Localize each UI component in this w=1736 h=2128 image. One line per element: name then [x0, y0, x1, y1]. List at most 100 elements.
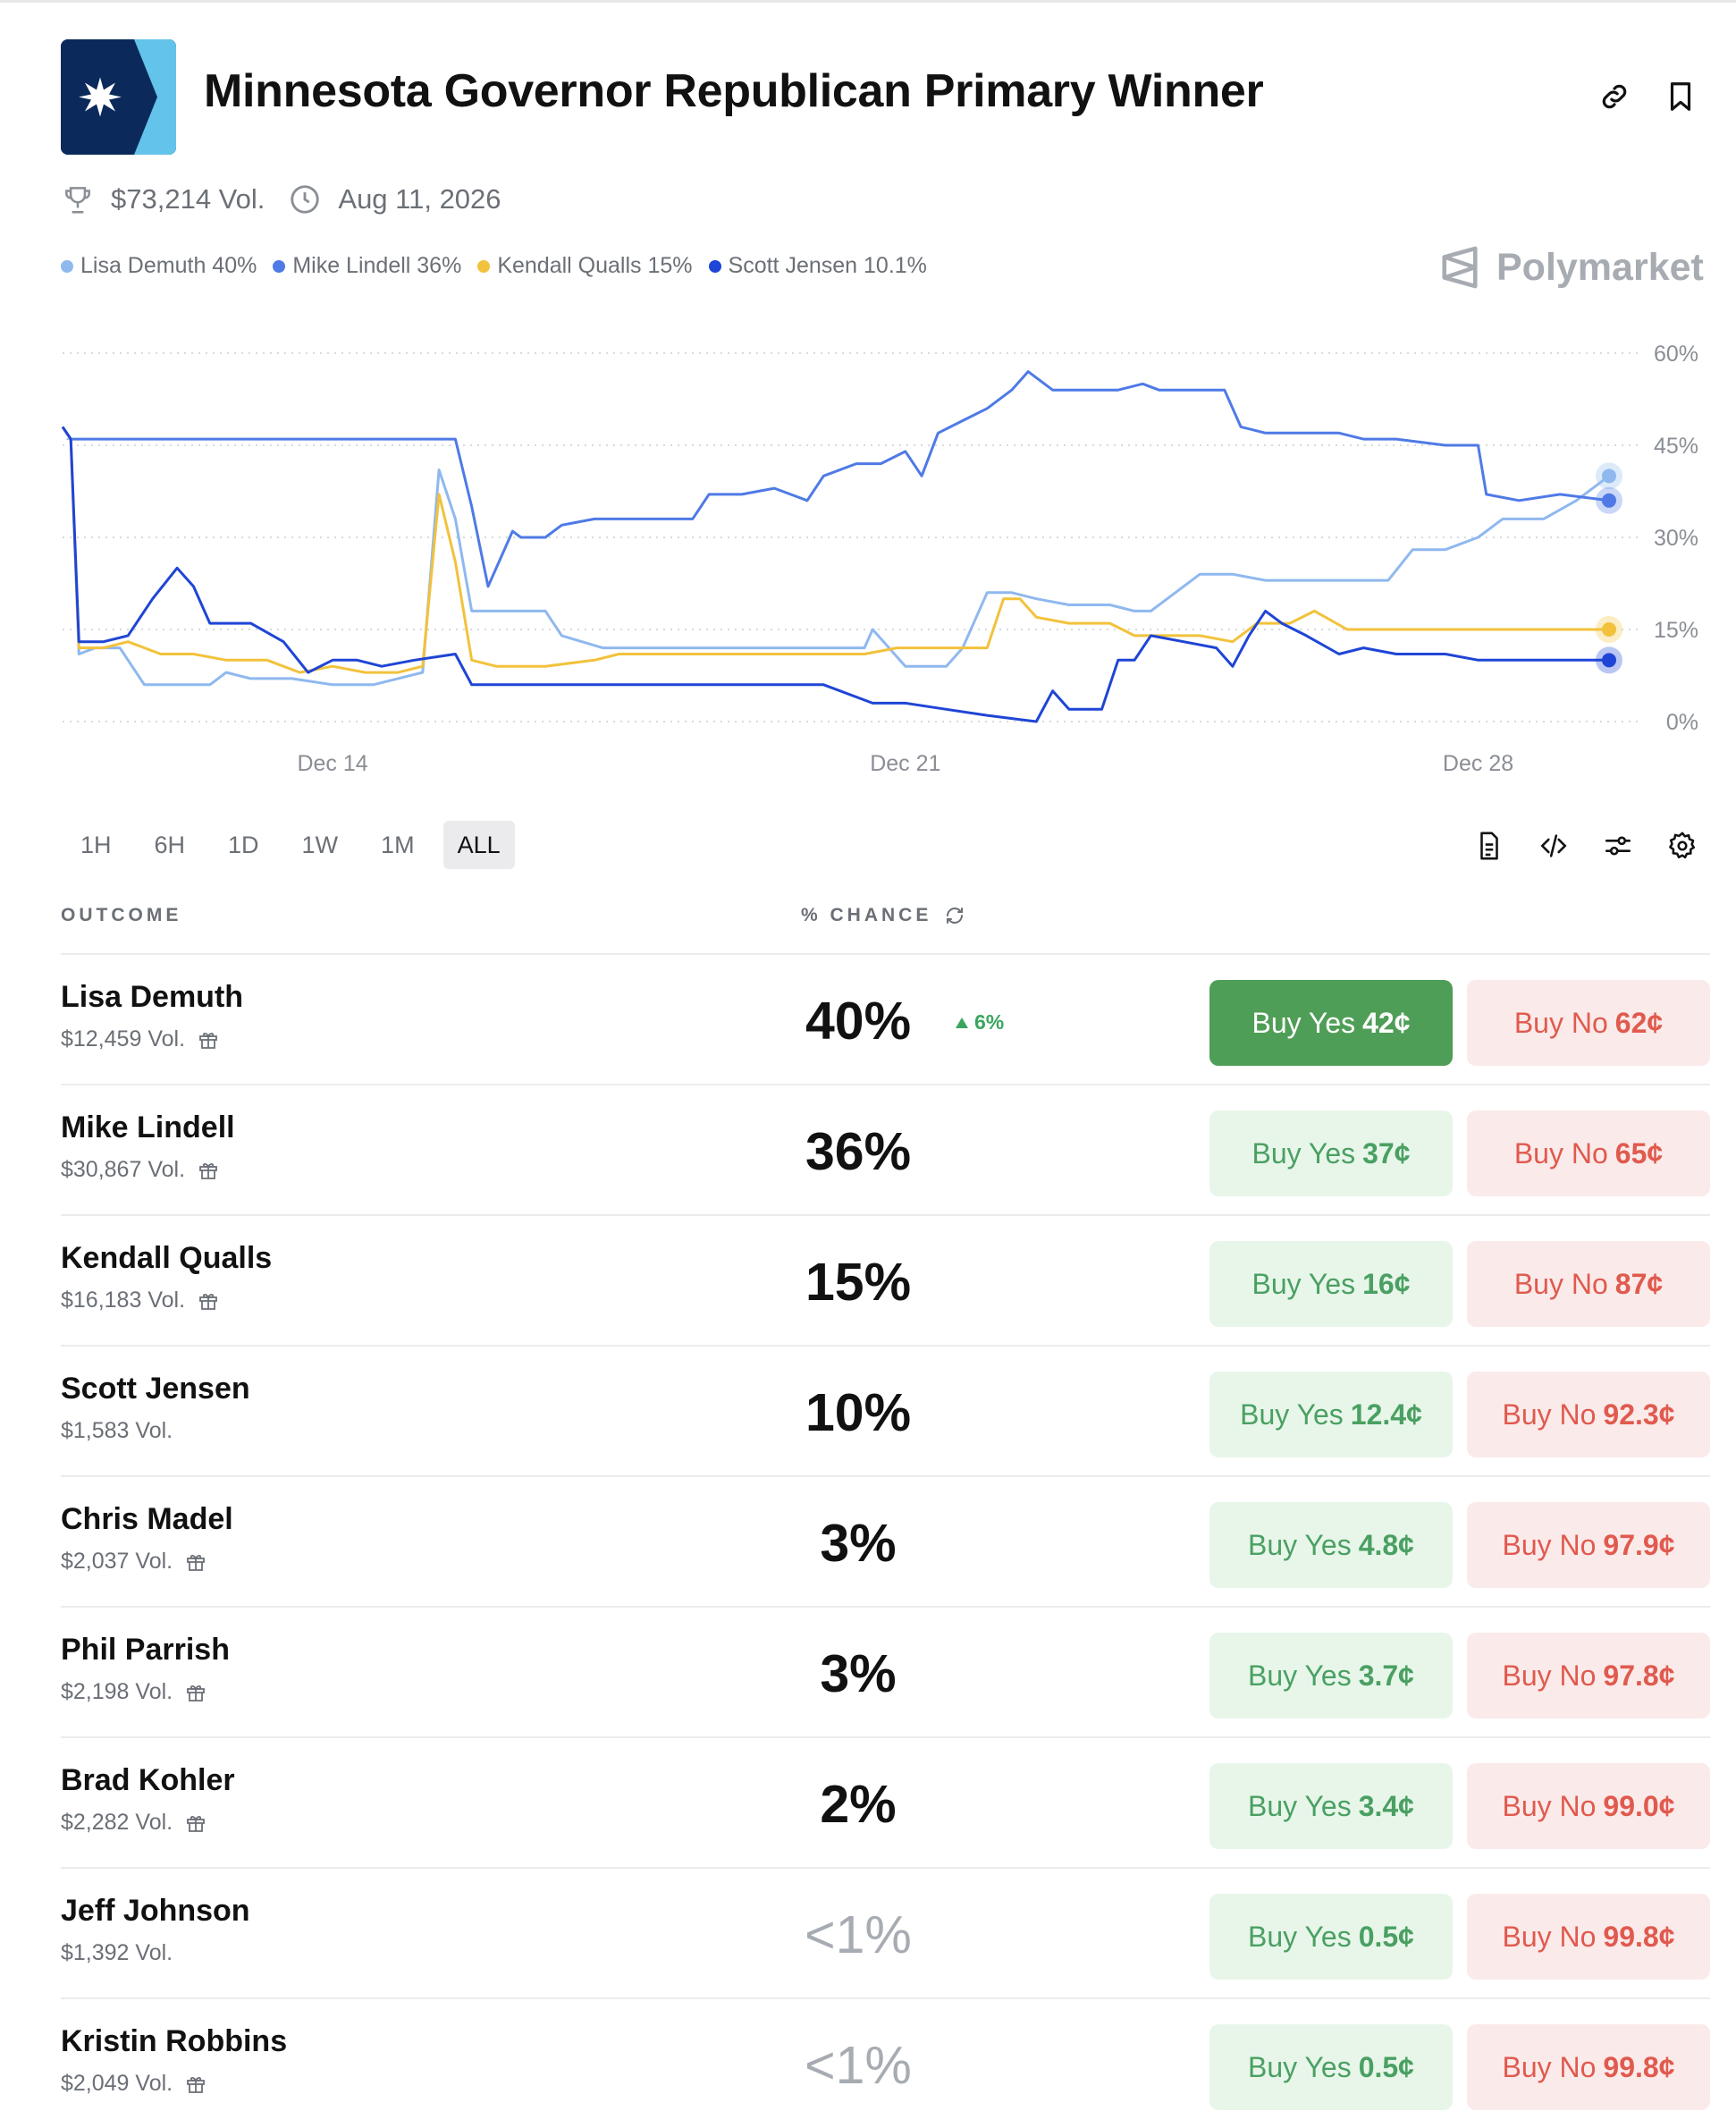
- range-1d[interactable]: 1D: [228, 831, 259, 858]
- y-tick-label: 30%: [1654, 526, 1698, 551]
- outcome-chance: 2%: [820, 1775, 897, 1834]
- outcome-row[interactable]: Phil Parrish $2,198 Vol. 3% Buy Yes 3.7¢ Buy …: [61, 1608, 1710, 1738]
- outcome-name[interactable]: Kendall Qualls: [61, 1241, 273, 1275]
- settings-button[interactable]: [1663, 826, 1702, 866]
- buy-no-button[interactable]: Buy No 99.8¢: [1467, 1894, 1710, 1980]
- top-divider: [0, 0, 1736, 3]
- price-chart: 0% 15% 30% 45% 60% Dec 14 Dec 21 Dec 28: [61, 342, 1698, 776]
- buy-no-button[interactable]: Buy No 65¢: [1467, 1110, 1710, 1196]
- gift-icon: [199, 1032, 217, 1049]
- bookmark-button[interactable]: [1659, 75, 1702, 118]
- legend-item: Lisa Demuth 40%: [61, 253, 257, 279]
- row-divider: [61, 1214, 1710, 1216]
- outcome-name[interactable]: Phil Parrish: [61, 1633, 230, 1667]
- range-6h[interactable]: 6H: [154, 831, 186, 858]
- buy-yes-button[interactable]: Buy Yes 12.4¢: [1209, 1372, 1453, 1457]
- outcome-row[interactable]: Brad Kohler $2,282 Vol. 2% Buy Yes 3.4¢ Buy N…: [61, 1738, 1710, 1869]
- outcome-volume: $2,198 Vol.: [61, 1679, 206, 1705]
- outcome-volume: $2,049 Vol.: [61, 2071, 206, 2097]
- legend-item: Scott Jensen 10.1%: [708, 253, 927, 279]
- minnesota-flag-icon: [61, 39, 176, 155]
- y-tick-label: 45%: [1654, 434, 1698, 459]
- outcome-name[interactable]: Scott Jensen: [61, 1372, 250, 1406]
- series-end-point: [1602, 622, 1616, 637]
- outcome-volume: $2,282 Vol.: [61, 1810, 206, 1836]
- chart-legend: Lisa Demuth 40% Mike Lindell 36% Kendall…: [61, 253, 943, 279]
- outcome-volume: $1,583 Vol.: [61, 1418, 173, 1443]
- y-tick-label: 15%: [1654, 618, 1698, 643]
- series-line: [61, 426, 1610, 687]
- outcome-row[interactable]: Jeff Johnson $1,392 Vol. <1% Buy Yes 0.5¢ Buy…: [61, 1869, 1710, 1999]
- market-meta: $73,214 Vol. Aug 11, 2026: [61, 179, 501, 220]
- legend-dot: [273, 259, 286, 273]
- up-triangle-icon: [956, 1017, 968, 1028]
- legend-item: Kendall Qualls 15%: [477, 253, 693, 279]
- outcome-chance: 3%: [820, 1644, 897, 1703]
- outcome-row[interactable]: Kendall Qualls $16,183 Vol. 15% Buy Yes 16¢ B…: [61, 1216, 1710, 1347]
- outcome-row[interactable]: Mike Lindell $30,867 Vol. 36% Buy Yes 37¢ Buy…: [61, 1085, 1710, 1216]
- time-range-selector: 1H 6H 1D 1W 1M ALL: [66, 821, 529, 869]
- row-divider: [61, 1867, 1710, 1869]
- outcome-chance: <1%: [805, 2036, 912, 2095]
- buy-yes-button[interactable]: Buy Yes 37¢: [1209, 1110, 1453, 1196]
- buy-no-button[interactable]: Buy No 97.9¢: [1467, 1502, 1710, 1588]
- legend-item: Mike Lindell 36%: [273, 253, 461, 279]
- gift-icon: [187, 2076, 206, 2093]
- chance-column-header: % CHANCE: [801, 905, 965, 926]
- outcome-row[interactable]: Chris Madel $2,037 Vol. 3% Buy Yes 4.8¢ Buy N…: [61, 1477, 1710, 1608]
- y-tick-label: 60%: [1654, 342, 1698, 367]
- document-icon: [1480, 832, 1498, 860]
- rules-button[interactable]: [1470, 826, 1509, 866]
- range-all[interactable]: ALL: [442, 821, 515, 869]
- buy-yes-button[interactable]: Buy Yes 42¢: [1209, 980, 1453, 1066]
- page-title: Minnesota Governor Republican Primary Wi…: [204, 65, 1264, 117]
- chart-filters-button[interactable]: [1598, 826, 1638, 866]
- outcome-row[interactable]: Scott Jensen $1,583 Vol. 10% Buy Yes 12.4¢ Bu…: [61, 1347, 1710, 1477]
- outcome-chance: <1%: [805, 1905, 912, 1964]
- outcome-volume: $30,867 Vol.: [61, 1157, 219, 1183]
- outcome-row[interactable]: Lisa Demuth $12,459 Vol. 40% 6% Buy Yes 42¢ Bu…: [61, 955, 1710, 1085]
- refresh-icon[interactable]: [944, 905, 965, 926]
- buy-yes-button[interactable]: Buy Yes 3.4¢: [1209, 1763, 1453, 1849]
- buy-yes-button[interactable]: Buy Yes 4.8¢: [1209, 1502, 1453, 1588]
- sliders-icon: [1605, 836, 1631, 856]
- buy-no-button[interactable]: Buy No 87¢: [1467, 1241, 1710, 1327]
- outcome-name[interactable]: Kristin Robbins: [61, 2024, 288, 2058]
- buy-no-button[interactable]: Buy No 99.0¢: [1467, 1763, 1710, 1849]
- outcome-name[interactable]: Chris Madel: [61, 1502, 233, 1536]
- outcome-row[interactable]: Kristin Robbins $2,049 Vol. <1% Buy Yes 0.5¢…: [61, 1999, 1710, 2128]
- outcome-name[interactable]: Mike Lindell: [61, 1110, 235, 1144]
- chance-change-badge: 6%: [955, 1010, 1004, 1034]
- range-1h[interactable]: 1H: [80, 831, 112, 858]
- buy-no-button[interactable]: Buy No 62¢: [1467, 980, 1710, 1066]
- buy-yes-button[interactable]: Buy Yes 16¢: [1209, 1241, 1453, 1327]
- row-divider: [61, 1997, 1710, 1999]
- x-tick-label: Dec 14: [297, 751, 367, 776]
- buy-yes-button[interactable]: Buy Yes 0.5¢: [1209, 2024, 1453, 2110]
- table-divider: [61, 953, 1710, 955]
- bookmark-icon: [1670, 82, 1691, 111]
- outcome-name[interactable]: Lisa Demuth: [61, 980, 244, 1014]
- outcome-name[interactable]: Brad Kohler: [61, 1763, 235, 1797]
- buy-yes-button[interactable]: Buy Yes 3.7¢: [1209, 1633, 1453, 1718]
- outcome-name[interactable]: Jeff Johnson: [61, 1894, 250, 1928]
- outcome-volume: $16,183 Vol.: [61, 1288, 219, 1313]
- buy-no-button[interactable]: Buy No 92.3¢: [1467, 1372, 1710, 1457]
- embed-button[interactable]: [1534, 826, 1573, 866]
- range-1w[interactable]: 1W: [301, 831, 339, 858]
- gear-icon: [1669, 832, 1696, 859]
- buy-no-button[interactable]: Buy No 97.8¢: [1467, 1633, 1710, 1718]
- outcome-chance: 3%: [820, 1514, 897, 1573]
- outcome-volume: $1,392 Vol.: [61, 1940, 173, 1965]
- copy-link-button[interactable]: [1593, 75, 1636, 118]
- brand-watermark: Polymarket: [1439, 245, 1704, 290]
- row-divider: [61, 1475, 1710, 1477]
- buy-yes-button[interactable]: Buy Yes 0.5¢: [1209, 1894, 1453, 1980]
- range-1m[interactable]: 1M: [381, 831, 415, 858]
- buy-no-button[interactable]: Buy No 99.8¢: [1467, 2024, 1710, 2110]
- outcome-volume: $12,459 Vol.: [61, 1026, 219, 1052]
- x-tick-label: Dec 21: [870, 751, 940, 776]
- outcome-chance: 40%: [805, 992, 912, 1051]
- market-end-date: Aug 11, 2026: [338, 183, 501, 215]
- outcome-chance: 15%: [805, 1253, 912, 1312]
